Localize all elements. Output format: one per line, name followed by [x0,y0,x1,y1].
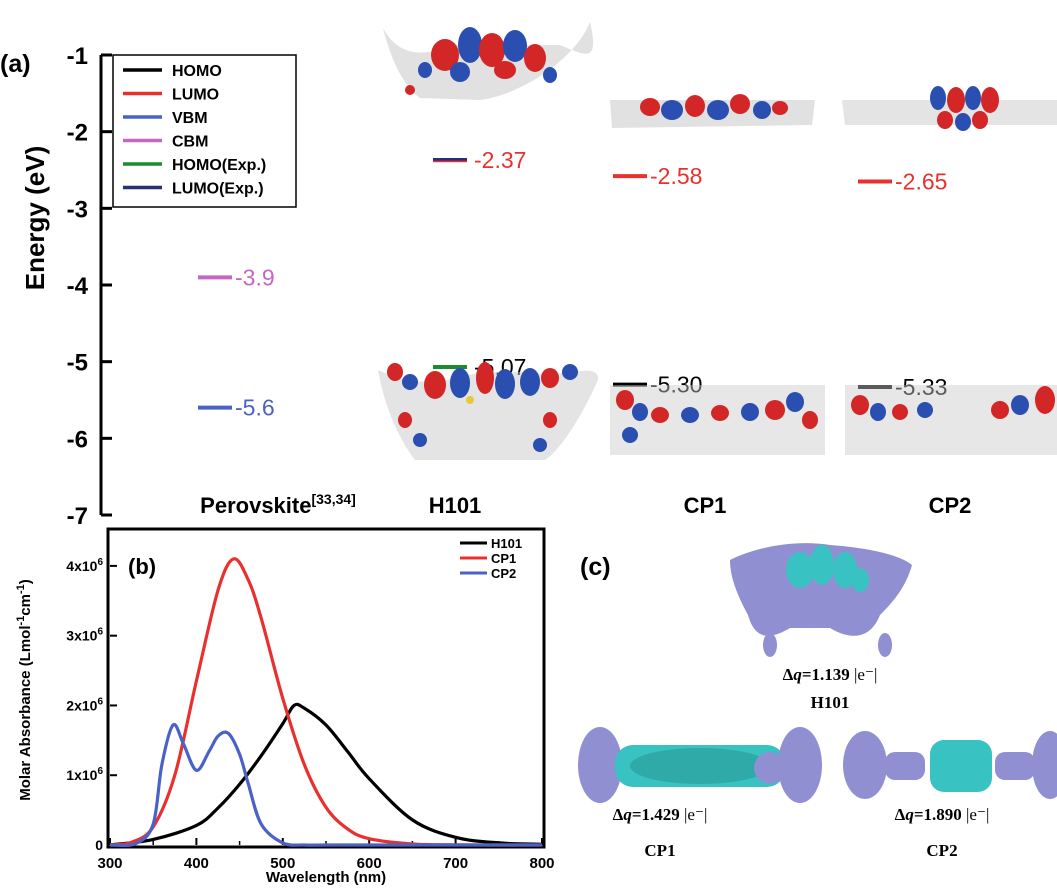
x-tick-label: 700 [443,855,468,872]
y-tick-label: -2 [67,120,88,147]
y-tick-label: 4x106 [66,557,103,574]
y-tick-label: -4 [67,273,89,300]
energy-level-value: -5.33 [895,374,947,400]
column-label: H101 [429,493,482,518]
y-tick-label: -5 [67,350,88,377]
cp1-lumo-orbital-image [610,94,815,128]
x-tick-label: 300 [97,855,122,872]
legend-label: CP2 [491,566,516,581]
panel-a-column-labels: Perovskite[33,34] H101 CP1 CP2 [200,491,971,518]
legend-label: HOMO [172,63,222,80]
panel-a-label: (a) [0,50,31,78]
column-label: CP2 [929,493,972,518]
y-tick-label: -6 [67,426,88,453]
cp2-charge-density-image [843,731,1057,799]
x-tick-label: 600 [357,855,382,872]
y-tick-label: 0 [95,837,103,853]
panel-a-legend: HOMO LUMO VBM CBM HOMO(Exp.) LUMO(Exp.) [112,54,297,208]
charge-transfer-value: Δq=1.890 |e⁻| [895,805,990,824]
energy-level-value: -2.58 [650,163,702,189]
molecule-name: CP2 [926,841,957,860]
column-label: Perovskite[33,34] [200,491,356,518]
series-line-h101 [109,702,543,847]
panel-c-captions: Δq=1.139 |e⁻| H101 Δq=1.429 |e⁻| CP1 Δq=1.89… [613,665,990,860]
panel-c-label: (c) [580,553,611,581]
energy-level-value: -5.30 [650,372,702,398]
cp2-lumo-orbital-image [842,86,1057,131]
x-tick-label: 400 [184,855,209,872]
panel-b-ticks: 300 400 500 600 700 800 0 1x106 2x106 3x106 4x106 [66,557,554,872]
panel-b-absorbance-chart: (b) Molar Absorbance (Lmol-1cm-1) Wavele… [15,527,555,886]
panel-a-y-axis-title: Energy (eV) [20,146,50,291]
series-line-cp1 [109,557,543,847]
legend-box [112,54,297,208]
cp2-homo-orbital-image [845,385,1057,455]
legend-label: CBM [172,134,208,151]
charge-transfer-value: Δq=1.139 |e⁻| [783,665,878,684]
legend-label: LUMO [172,87,219,104]
h101-charge-density-image [730,543,912,657]
panel-b-y-axis-title: Molar Absorbance (Lmol-1cm-1) [15,579,34,801]
charge-transfer-value: Δq=1.429 |e⁻| [613,805,708,824]
y-tick-label: -3 [67,196,88,223]
x-tick-label: 500 [270,855,295,872]
column-label: CP1 [684,493,727,518]
x-tick-label: 800 [529,855,554,872]
y-tick-label: 1x106 [66,766,103,783]
molecule-name: CP1 [644,841,675,860]
panel-a-y-ticks: -1 -2 -3 -4 -5 -6 -7 [67,43,112,530]
y-tick-label: -7 [67,503,88,530]
panel-a-energy-diagram: (a) Energy (eV) -1 -2 -3 -4 -5 -6 -7 HOMO LUMO V… [0,22,1057,530]
legend-label: VBM [172,110,208,127]
h101-homo-orbital-image [378,362,599,460]
legend-label: HOMO(Exp.) [172,157,266,174]
series-line-cp2 [109,722,542,848]
legend-label: H101 [491,536,522,551]
energy-level-value: -2.37 [474,147,526,173]
panel-a-energy-levels: -3.9-5.6-2.37-5.07-2.58-5.30-2.65-5.33 [198,147,947,421]
panel-b-x-axis-title: Wavelength (nm) [266,869,386,886]
molecule-name: H101 [811,693,850,712]
y-tick-label: -1 [67,43,88,70]
panel-b-label: (b) [128,554,156,579]
panel-b-series [109,557,543,848]
y-tick-label: 2x106 [66,696,103,713]
legend-label: LUMO(Exp.) [172,181,264,198]
panel-b-plot-frame [106,527,546,849]
cp1-charge-density-image [578,727,822,803]
cp1-homo-orbital-image [610,385,825,455]
energy-level-value: -3.9 [235,264,275,290]
h101-lumo-orbital-image [383,22,594,100]
legend-label: CP1 [491,551,516,566]
y-tick-label: 3x106 [66,627,103,644]
energy-level-value: -2.65 [895,169,947,195]
energy-level-value: -5.6 [235,395,275,421]
